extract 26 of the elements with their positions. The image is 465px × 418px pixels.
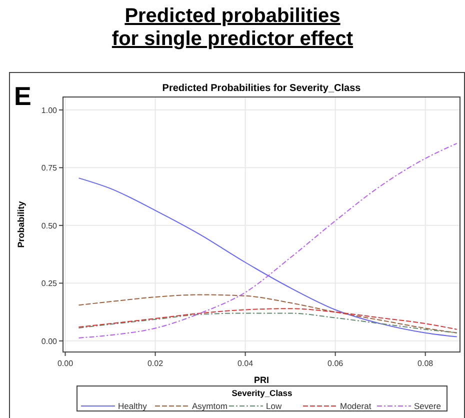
y-tick-label: 1.00 (41, 106, 58, 115)
line-series (78, 142, 458, 338)
y-tick-label: 0.75 (41, 164, 58, 173)
x-tick-label: 0.00 (57, 359, 74, 368)
chart-title: Predicted probabilities for single predictor effect (112, 5, 354, 50)
x-tick-label: 0.06 (328, 359, 344, 368)
line-series (78, 178, 458, 338)
legend-title: Severity_Class (232, 388, 293, 398)
y-axis-title: Probability (16, 201, 26, 248)
legend-label: Asymtom (192, 401, 228, 411)
x-axis-title: PRI (254, 375, 270, 385)
text: E (14, 81, 32, 111)
y-tick-label: 0.25 (41, 279, 58, 288)
legend-label: Moderat (340, 401, 372, 411)
line-series (78, 294, 458, 334)
chart-subtitle: Predicted Probabilities for Severity_Class (162, 83, 362, 94)
y-tick-label: 0.00 (41, 336, 58, 346)
x-tick-label: 0.04 (238, 359, 254, 368)
line-series (78, 308, 458, 330)
legend-label: Healthy (118, 401, 148, 411)
legend-label: Low (266, 401, 282, 411)
line-series (78, 312, 458, 334)
legend-label: Severe (414, 401, 442, 411)
x-tick-label: 0.02 (147, 359, 164, 368)
y-tick-label: 0.50 (41, 221, 58, 230)
x-tick-label: 0.08 (418, 359, 434, 368)
